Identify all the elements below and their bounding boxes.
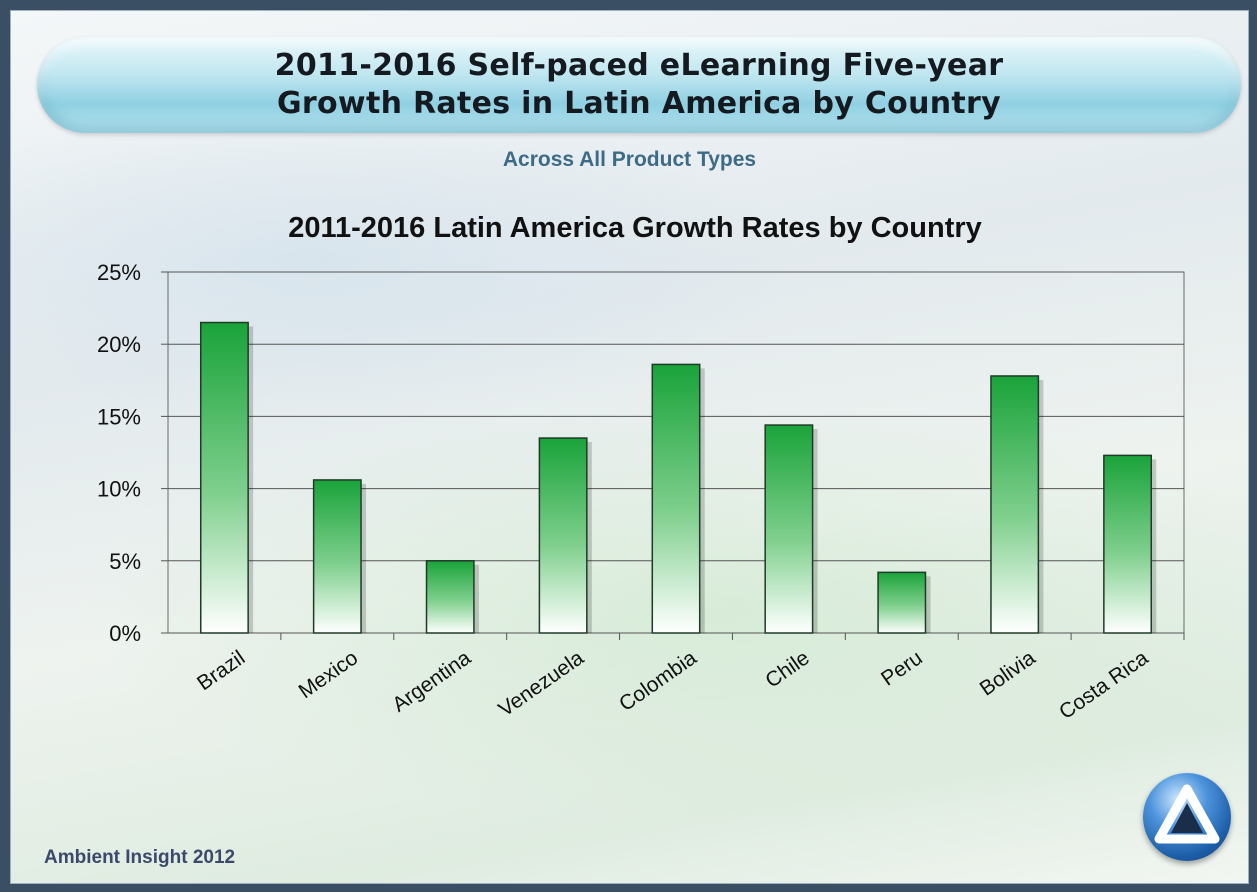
ambient-insight-logo: [1143, 773, 1231, 861]
banner-title-line-1: 2011-2016 Self-paced eLearning Five-year: [274, 48, 1004, 83]
slide: 2011-2016 Self-paced eLearning Five-year…: [10, 10, 1249, 884]
bar-mexico: [312, 479, 362, 634]
y-tick-label: 5%: [109, 549, 141, 574]
x-tick-label: Brazil: [193, 646, 249, 695]
y-tick-label: 0%: [109, 621, 141, 646]
bars: [199, 321, 1157, 634]
bar-chile: [764, 424, 814, 634]
x-tick-label: Venezuela: [494, 646, 588, 721]
banner-title-line-2: Growth Rates in Latin America by Country: [277, 86, 1001, 121]
x-tick-label: Argentina: [388, 646, 475, 717]
x-tick-label: Bolivia: [976, 646, 1040, 701]
subtitle: Across All Product Types: [502, 148, 757, 171]
x-tick-label: Chile: [761, 646, 813, 692]
bar-peru: [877, 571, 927, 634]
bar-venezuela: [538, 437, 588, 634]
triangle-logo-icon: [1154, 784, 1220, 844]
x-tick-label: Peru: [877, 646, 927, 690]
bar-chart: 2011-2016 Latin America Growth Rates by …: [97, 212, 1185, 724]
bar-costa-rica: [1103, 454, 1153, 634]
x-tick-label: Costa Rica: [1055, 646, 1153, 724]
x-tick-label: Colombia: [615, 646, 701, 716]
footer-credit: Ambient Insight 2012: [44, 847, 236, 868]
bar-brazil: [199, 321, 249, 634]
bar-argentina: [425, 560, 475, 634]
y-tick-label: 10%: [97, 477, 141, 502]
y-tick-label: 20%: [97, 332, 141, 357]
y-tick-label: 15%: [97, 404, 141, 429]
x-tick-label: Mexico: [295, 646, 363, 703]
chart-title: 2011-2016 Latin America Growth Rates by …: [288, 212, 982, 244]
bar-bolivia: [990, 375, 1040, 634]
title-banner: 2011-2016 Self-paced eLearning Five-year…: [37, 37, 1241, 133]
bar-colombia: [651, 363, 701, 634]
y-tick-label: 25%: [97, 260, 141, 285]
